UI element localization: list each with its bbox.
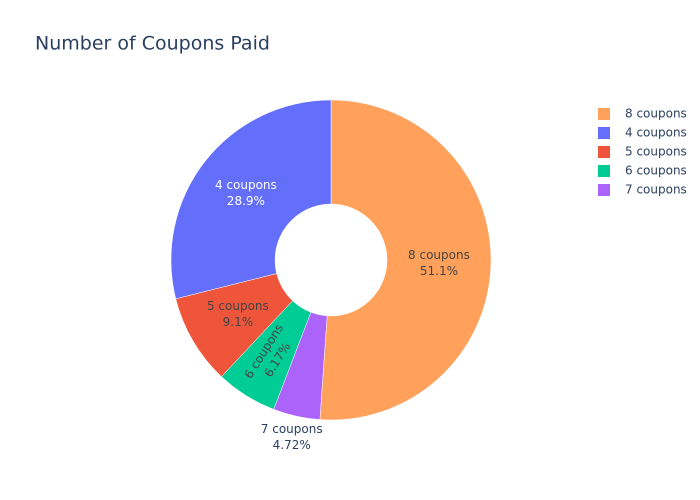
slice-label-value: 9.1% — [223, 315, 254, 329]
slice-label: 7 coupons 4.72% — [261, 422, 323, 452]
legend-swatch — [598, 165, 610, 177]
slice-label: 4 coupons 28.9% — [215, 178, 277, 208]
slice-label-name: 5 coupons — [207, 299, 269, 313]
slice-label-value: 4.72% — [273, 438, 311, 452]
pie-slice — [221, 300, 312, 410]
chart-title: Number of Coupons Paid — [35, 33, 270, 55]
pie-slice — [170, 99, 332, 300]
legend-swatch — [598, 108, 610, 120]
slice-label-value: 28.9% — [227, 194, 265, 208]
legend-swatch — [598, 127, 610, 139]
pie-slice — [273, 311, 328, 420]
legend-label: 7 coupons — [625, 183, 687, 197]
legend-swatch — [598, 146, 610, 158]
slice-label: 5 coupons 9.1% — [207, 299, 269, 329]
legend-label: 8 coupons — [625, 107, 687, 121]
pie-slice — [319, 99, 492, 421]
slice-label-value: 51.1% — [420, 264, 458, 278]
slice-label-name: 7 coupons — [261, 422, 323, 436]
slice-label-name: 8 coupons — [408, 248, 470, 262]
pie-slice — [175, 273, 294, 378]
legend-label: 4 coupons — [625, 126, 687, 140]
legend-label: 5 coupons — [625, 145, 687, 159]
legend-label: 6 coupons — [625, 164, 687, 178]
legend-swatch — [598, 184, 610, 196]
slice-label: 8 coupons 51.1% — [408, 248, 470, 278]
slice-label-name: 4 coupons — [215, 178, 277, 192]
